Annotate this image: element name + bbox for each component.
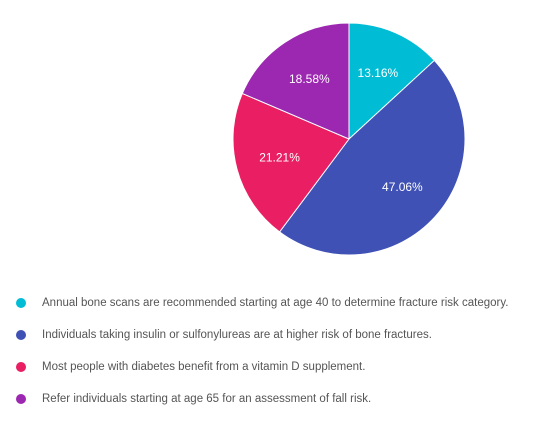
pie-slice-2 <box>232 92 350 233</box>
slice-data-label-3: 18.58% <box>289 72 330 86</box>
chart-legend: Annual bone scans are recommended starti… <box>16 296 546 424</box>
slice-data-label-2: 21.21% <box>259 151 300 165</box>
legend-item-1: Individuals taking insulin or sulfonylur… <box>16 328 546 360</box>
pie-slice-0 <box>348 22 436 141</box>
legend-label-0: Annual bone scans are recommended starti… <box>42 297 509 309</box>
legend-label-3: Refer individuals starting at age 65 for… <box>42 393 372 405</box>
legend-item-3: Refer individuals starting at age 65 for… <box>16 392 546 424</box>
legend-item-2: Most people with diabetes benefit from a… <box>16 360 546 392</box>
legend-label-1: Individuals taking insulin or sulfonylur… <box>42 329 432 341</box>
slice-data-label-1: 47.06% <box>382 180 423 194</box>
pie-chart: 13.16% 47.06% 21.21% 18.58% <box>232 22 466 256</box>
pie-slice-1 <box>278 59 466 256</box>
legend-marker-3 <box>16 394 26 404</box>
legend-marker-0 <box>16 298 26 308</box>
legend-item-0: Annual bone scans are recommended starti… <box>16 296 546 328</box>
legend-label-2: Most people with diabetes benefit from a… <box>42 361 366 373</box>
pie-slice-3 <box>241 22 350 140</box>
legend-marker-1 <box>16 330 26 340</box>
slice-data-label-0: 13.16% <box>358 66 399 80</box>
legend-marker-2 <box>16 362 26 372</box>
